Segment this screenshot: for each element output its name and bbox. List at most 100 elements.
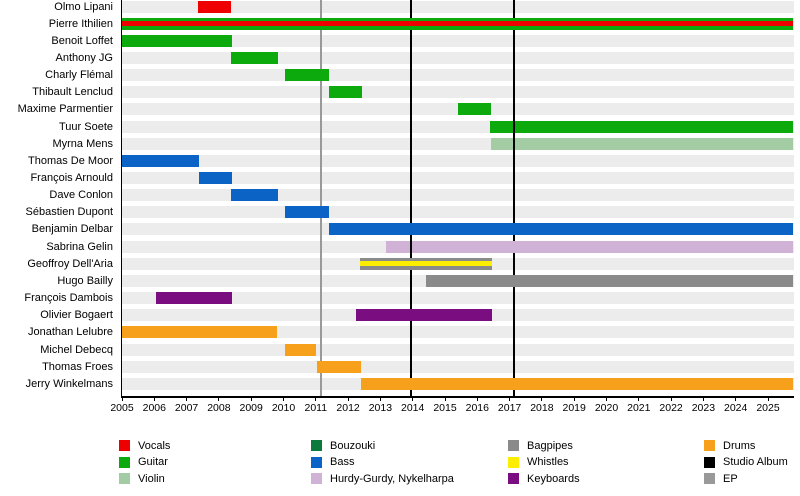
axis-tick-label: 2014 bbox=[401, 402, 425, 414]
legend-label: Guitar bbox=[138, 456, 168, 468]
member-label: Myrna Mens bbox=[52, 137, 113, 150]
timeline-bar bbox=[360, 377, 794, 390]
member-label: Pierre Ithilien bbox=[48, 17, 113, 30]
row-band bbox=[122, 172, 794, 184]
timeline-bar bbox=[285, 343, 317, 356]
legend-swatch-drums bbox=[704, 440, 715, 451]
legend-swatch-bouzouki bbox=[311, 440, 322, 451]
timeline-bar bbox=[457, 103, 492, 116]
member-label: Dave Conlon bbox=[49, 189, 113, 202]
timeline-bar bbox=[122, 154, 199, 167]
legend-label: Whistles bbox=[527, 456, 569, 468]
legend-label: Studio Album bbox=[723, 456, 788, 468]
legend-label: Bass bbox=[330, 456, 355, 468]
member-label: Tuur Soete bbox=[58, 120, 113, 133]
row-band bbox=[122, 206, 794, 219]
axis-tick bbox=[509, 396, 511, 401]
event-line-overlay bbox=[513, 120, 516, 133]
timeline-bar bbox=[122, 34, 232, 47]
row-band bbox=[122, 326, 794, 339]
legend-swatch-studio-album bbox=[704, 456, 715, 468]
axis-tick bbox=[767, 396, 769, 401]
axis-tick bbox=[638, 396, 640, 401]
axis-tick bbox=[218, 396, 220, 401]
row-band bbox=[122, 69, 794, 82]
row-band bbox=[122, 360, 794, 373]
studio-album-line bbox=[513, 0, 516, 396]
member-label: Thomas De Moor bbox=[28, 154, 113, 167]
member-label: Olivier Bogaert bbox=[40, 309, 113, 322]
axis-tick bbox=[283, 396, 284, 401]
event-line-overlay bbox=[513, 137, 516, 150]
legend-swatch-whistles bbox=[508, 456, 519, 468]
y-axis-line bbox=[120, 0, 122, 396]
timeline-bar bbox=[198, 172, 232, 184]
legend-label: Vocals bbox=[138, 439, 171, 452]
timeline-bar bbox=[490, 120, 794, 133]
axis-tick-label: 2016 bbox=[465, 402, 489, 414]
axis-tick-label: 2006 bbox=[142, 402, 166, 414]
member-label: Geoffroy Dell'Aria bbox=[27, 257, 113, 270]
axis-tick bbox=[541, 396, 543, 401]
role-stripe bbox=[359, 261, 493, 267]
legend-swatch-ep bbox=[704, 473, 715, 484]
axis-tick-label: 2018 bbox=[530, 402, 554, 414]
axis-tick-label: 2024 bbox=[724, 402, 748, 414]
timeline-bar bbox=[122, 326, 278, 339]
legend-swatch-violin bbox=[119, 473, 130, 484]
axis-tick-label: 2012 bbox=[336, 402, 360, 414]
member-label: Benjamin Delbar bbox=[31, 223, 113, 236]
timeline-bar bbox=[490, 137, 794, 150]
timeline-bar bbox=[356, 309, 492, 322]
legend-swatch-bagpipes bbox=[508, 440, 519, 451]
axis-tick-label: 2017 bbox=[497, 402, 522, 414]
member-label: François Arnould bbox=[30, 172, 113, 184]
legend-swatch-guitar bbox=[119, 456, 130, 468]
axis-tick bbox=[186, 396, 188, 401]
timeline-bar bbox=[285, 206, 330, 219]
timeline-bar bbox=[230, 189, 278, 202]
axis-tick bbox=[315, 396, 317, 401]
timeline-bar bbox=[329, 86, 363, 99]
legend-label: Drums bbox=[723, 439, 756, 452]
legend-swatch-hurdy-gurdy-nykelharpa bbox=[311, 473, 322, 484]
ep-line bbox=[319, 0, 322, 396]
legend-label: EP bbox=[723, 472, 738, 485]
axis-tick bbox=[702, 396, 704, 401]
member-label: Benoit Loffet bbox=[51, 34, 113, 47]
member-label: Sébastien Dupont bbox=[25, 206, 113, 219]
member-label: Maxime Parmentier bbox=[17, 103, 113, 116]
timeline-bar bbox=[425, 274, 794, 287]
axis-tick-label: 2010 bbox=[271, 402, 296, 414]
axis-tick-label: 2023 bbox=[691, 402, 716, 414]
timeline-bar bbox=[122, 17, 794, 30]
timeline-bar bbox=[385, 240, 794, 253]
row-band bbox=[122, 189, 794, 202]
member-label: François Dambois bbox=[24, 292, 113, 305]
row-band bbox=[122, 51, 794, 64]
member-label: Thomas Froes bbox=[42, 360, 113, 373]
legend-label: Violin bbox=[138, 472, 165, 485]
axis-tick-label: 2009 bbox=[239, 402, 263, 414]
axis-tick bbox=[670, 396, 672, 401]
member-label: Sabrina Gelin bbox=[46, 240, 113, 253]
legend-swatch-bass bbox=[311, 456, 322, 468]
timeline-bar bbox=[155, 292, 232, 305]
axis-tick-label: 2005 bbox=[110, 402, 134, 414]
axis-tick-label: 2022 bbox=[659, 402, 683, 414]
row-band bbox=[122, 34, 794, 47]
axis-tick-label: 2008 bbox=[207, 402, 231, 414]
axis-tick-label: 2015 bbox=[433, 402, 457, 414]
axis-tick bbox=[573, 396, 575, 401]
member-label: Anthony JG bbox=[55, 51, 113, 64]
member-label: Thibault Lenclud bbox=[32, 86, 113, 99]
legend-label: Keyboards bbox=[527, 472, 580, 485]
axis-tick-label: 2019 bbox=[562, 402, 586, 414]
axis-tick bbox=[250, 396, 252, 401]
legend-swatch-vocals bbox=[119, 440, 130, 451]
timeline-bar bbox=[328, 223, 794, 236]
event-line-overlay bbox=[410, 240, 413, 253]
axis-tick bbox=[735, 396, 737, 401]
axis-tick-label: 2013 bbox=[368, 402, 393, 414]
